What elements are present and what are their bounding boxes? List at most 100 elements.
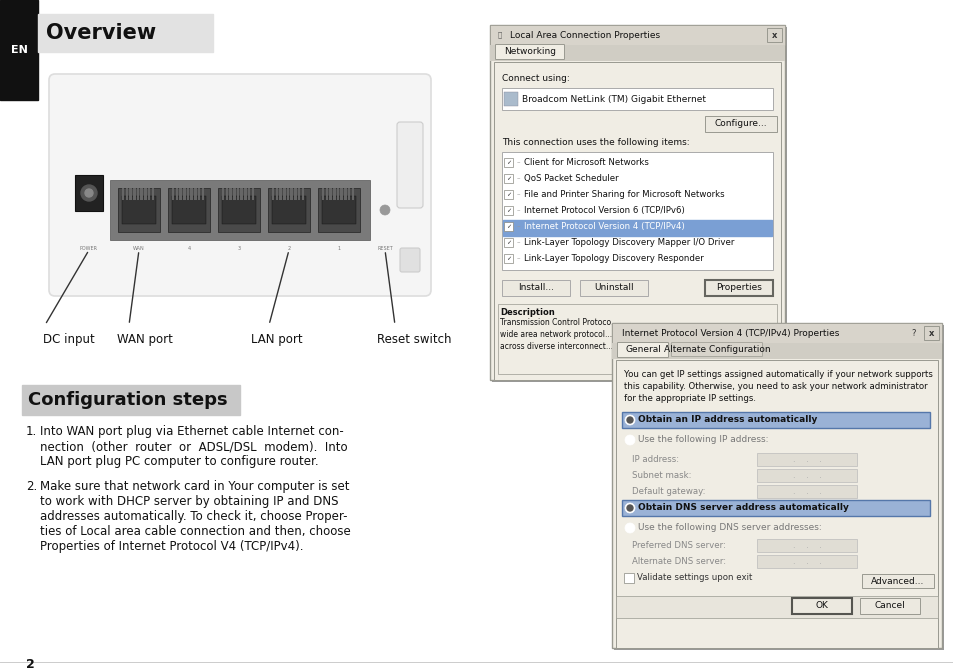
Bar <box>340 188 343 200</box>
FancyBboxPatch shape <box>49 74 431 296</box>
Bar <box>503 158 513 167</box>
Bar <box>191 188 193 200</box>
Bar <box>272 196 306 224</box>
Text: Configuration steps: Configuration steps <box>28 391 228 409</box>
Bar <box>233 188 235 200</box>
Text: LAN port plug PC computer to configure router.: LAN port plug PC computer to configure r… <box>40 455 318 468</box>
Bar <box>194 188 196 200</box>
Text: ✓: ✓ <box>505 160 511 165</box>
Text: 2: 2 <box>287 246 291 251</box>
Bar <box>187 188 189 200</box>
Text: x: x <box>771 31 777 39</box>
Bar <box>168 188 210 232</box>
Bar <box>348 188 350 200</box>
Text: 1.: 1. <box>26 425 37 438</box>
Text: –: – <box>516 208 519 214</box>
Bar <box>579 280 647 296</box>
Text: This connection uses the following items:: This connection uses the following items… <box>501 138 689 147</box>
Bar <box>297 188 300 200</box>
Bar <box>322 188 324 200</box>
FancyBboxPatch shape <box>617 343 668 357</box>
Bar <box>133 188 135 200</box>
Bar <box>333 188 335 200</box>
Bar <box>336 188 339 200</box>
Bar <box>494 62 781 380</box>
Text: .    .    .: . . . <box>792 557 821 566</box>
Bar <box>222 196 255 224</box>
Bar <box>503 254 513 263</box>
Text: for the appropriate IP settings.: for the appropriate IP settings. <box>623 394 755 403</box>
Bar <box>503 92 517 106</box>
Text: Internet Protocol Version 4 (TCP/IPv4) Properties: Internet Protocol Version 4 (TCP/IPv4) P… <box>621 329 839 337</box>
Circle shape <box>626 417 633 423</box>
Bar <box>616 360 937 648</box>
Text: 🖧: 🖧 <box>497 31 501 38</box>
Bar <box>136 188 139 200</box>
Bar <box>502 220 771 236</box>
Text: .    .    .: . . . <box>792 541 821 550</box>
Text: Make sure that network card in Your computer is set: Make sure that network card in Your comp… <box>40 480 349 493</box>
Circle shape <box>624 503 635 513</box>
Bar <box>110 180 370 240</box>
Bar <box>791 598 851 614</box>
Text: ✓: ✓ <box>505 208 511 213</box>
Text: QoS Packet Scheduler: QoS Packet Scheduler <box>523 174 618 183</box>
Bar <box>503 190 513 199</box>
Bar <box>252 188 253 200</box>
Bar <box>621 412 929 428</box>
Bar <box>291 188 293 200</box>
Text: across diverse interconnect...: across diverse interconnect... <box>499 342 613 351</box>
Bar <box>201 188 204 200</box>
Text: Use the following DNS server addresses:: Use the following DNS server addresses: <box>638 524 821 532</box>
Circle shape <box>81 185 97 201</box>
Text: ✓: ✓ <box>505 192 511 197</box>
Text: OK: OK <box>815 601 827 611</box>
Text: Alternate Configuration: Alternate Configuration <box>663 345 769 354</box>
Text: LAN port: LAN port <box>251 333 302 346</box>
Bar <box>130 188 132 200</box>
Text: WAN: WAN <box>133 246 145 251</box>
Text: ✓: ✓ <box>505 256 511 261</box>
Bar <box>501 152 772 270</box>
Text: –: – <box>516 240 519 246</box>
Bar <box>862 574 933 588</box>
Text: 1: 1 <box>337 246 340 251</box>
Text: 2.: 2. <box>26 480 37 493</box>
Bar <box>287 188 289 200</box>
Text: addresses automatically. To check it, choose Proper-: addresses automatically. To check it, ch… <box>40 510 347 523</box>
Bar <box>283 188 285 200</box>
Text: Use the following IP address:: Use the following IP address: <box>638 436 768 444</box>
Bar <box>0 0 38 100</box>
FancyBboxPatch shape <box>495 45 564 59</box>
Bar <box>148 188 151 200</box>
Text: ties of Local area cable connection and then, choose: ties of Local area cable connection and … <box>40 525 351 538</box>
Text: 4: 4 <box>187 246 191 251</box>
Text: Broadcom NetLink (TM) Gigabit Ethernet: Broadcom NetLink (TM) Gigabit Ethernet <box>521 94 705 104</box>
Bar <box>490 25 784 380</box>
Bar <box>623 573 634 583</box>
Text: Internet Protocol Version 4 (TCP/IPv4): Internet Protocol Version 4 (TCP/IPv4) <box>523 222 684 231</box>
Bar <box>172 188 174 200</box>
Text: Link-Layer Topology Discovery Responder: Link-Layer Topology Discovery Responder <box>523 254 703 263</box>
Text: Obtain DNS server address automatically: Obtain DNS server address automatically <box>638 504 848 512</box>
Text: –: – <box>516 255 519 261</box>
Bar <box>248 188 250 200</box>
Text: Cancel: Cancel <box>874 601 904 611</box>
Text: this capability. Otherwise, you need to ask your network administrator: this capability. Otherwise, you need to … <box>623 382 926 391</box>
Bar <box>179 188 182 200</box>
Bar <box>704 116 776 132</box>
Text: Networking: Networking <box>503 47 556 57</box>
Text: General: General <box>624 345 660 355</box>
Bar <box>325 188 328 200</box>
Text: Internet Protocol Version 6 (TCP/IPv6): Internet Protocol Version 6 (TCP/IPv6) <box>523 206 684 215</box>
Text: 2: 2 <box>26 658 34 668</box>
Bar <box>612 323 941 648</box>
Bar <box>490 45 784 61</box>
FancyBboxPatch shape <box>671 343 761 357</box>
Bar <box>352 188 354 200</box>
Circle shape <box>379 205 390 215</box>
Bar <box>616 596 937 618</box>
Text: EN: EN <box>10 45 28 55</box>
FancyBboxPatch shape <box>396 122 422 208</box>
Text: Connect using:: Connect using: <box>501 74 569 83</box>
